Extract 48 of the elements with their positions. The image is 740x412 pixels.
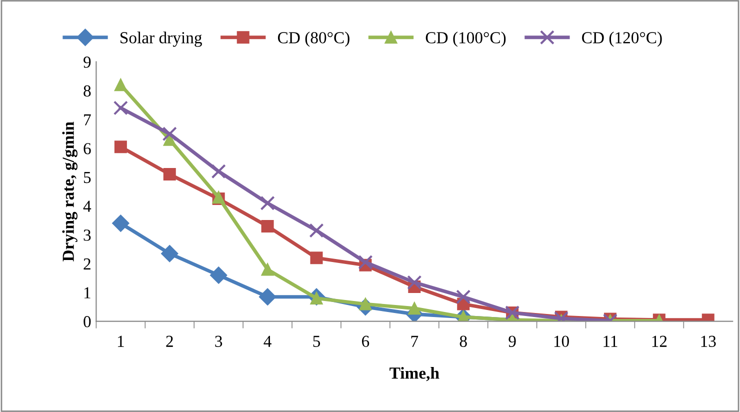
point bbox=[210, 266, 228, 284]
y-tick-label: 1 bbox=[84, 287, 90, 298]
y-tick-label: 3 bbox=[84, 230, 91, 241]
x-tick-label: 7 bbox=[411, 336, 418, 347]
x-tick-label: 8 bbox=[460, 336, 467, 347]
point bbox=[358, 254, 373, 270]
y-tick-label: 8 bbox=[84, 85, 91, 97]
x-tick-label: 10 bbox=[554, 336, 569, 347]
point bbox=[310, 252, 323, 264]
point bbox=[114, 78, 127, 92]
point bbox=[163, 168, 176, 181]
point bbox=[161, 245, 178, 262]
point bbox=[261, 263, 274, 276]
legend-label: Solar drying bbox=[120, 32, 202, 47]
x-tick-label: 3 bbox=[215, 336, 222, 347]
x-tick-label: 11 bbox=[604, 336, 618, 347]
y-tick-label: 2 bbox=[84, 258, 90, 270]
point bbox=[112, 214, 130, 232]
y-tick-label: 9 bbox=[84, 56, 91, 68]
point bbox=[456, 290, 471, 304]
point bbox=[113, 100, 128, 116]
x-axis-title: Time,h bbox=[390, 367, 440, 382]
point bbox=[211, 164, 226, 179]
legend-label: CD (120°C) bbox=[582, 32, 662, 47]
point bbox=[258, 288, 276, 306]
y-tick-label: 6 bbox=[84, 143, 91, 154]
point bbox=[162, 126, 177, 142]
x-tick-label: 1 bbox=[118, 336, 124, 347]
point bbox=[261, 220, 274, 232]
x-tick-label: 6 bbox=[362, 336, 370, 347]
point bbox=[309, 223, 324, 238]
y-tick-label: 0 bbox=[84, 316, 91, 328]
legend-label: CD (100°C) bbox=[426, 32, 506, 47]
x-tick-label: 12 bbox=[652, 336, 667, 347]
y-axis-title: Drying rate, g/gmin bbox=[62, 122, 78, 262]
x-tick-label: 13 bbox=[701, 336, 716, 347]
y-tick-label: 7 bbox=[84, 114, 91, 126]
legend-label: CD (80°C) bbox=[278, 32, 350, 47]
y-tick-label: 4 bbox=[83, 200, 92, 212]
point bbox=[407, 275, 422, 290]
point bbox=[260, 196, 275, 210]
y-tick-label: 5 bbox=[84, 172, 91, 184]
x-tick-label: 9 bbox=[508, 336, 516, 347]
x-tick-label: 4 bbox=[264, 336, 272, 347]
point bbox=[408, 302, 421, 315]
point bbox=[114, 140, 127, 154]
x-tick-label: 2 bbox=[166, 336, 173, 347]
x-tick-label: 5 bbox=[313, 336, 320, 347]
